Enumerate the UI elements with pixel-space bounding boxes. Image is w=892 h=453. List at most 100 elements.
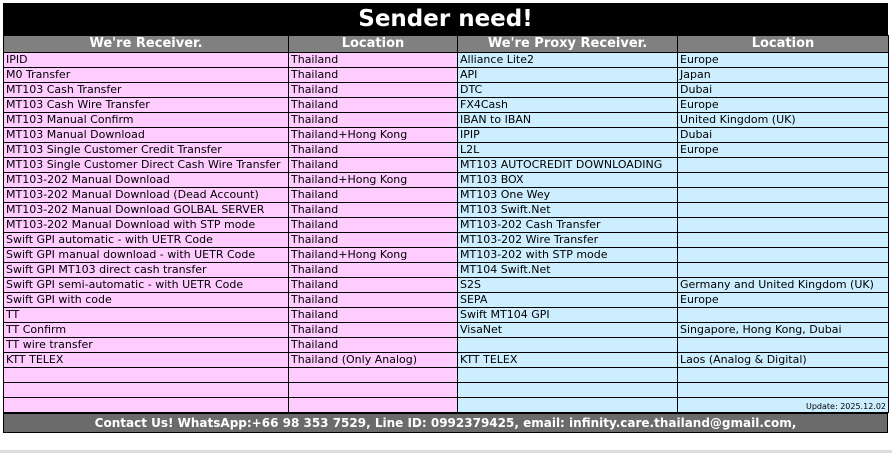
proxy-location-cell[interactable] [677, 262, 889, 278]
receiver-location-cell[interactable]: Thailand [288, 157, 458, 173]
proxy-location-cell[interactable]: Dubai [677, 82, 889, 98]
header-receiver[interactable]: We're Receiver. [3, 35, 289, 53]
proxy-receiver-cell[interactable]: MT103 BOX [457, 172, 678, 188]
proxy-location-cell[interactable] [677, 382, 889, 398]
receiver-cell[interactable]: TT Confirm [3, 322, 289, 338]
proxy-location-cell[interactable]: Singapore, Hong Kong, Dubai [677, 322, 889, 338]
receiver-location-cell[interactable]: Thailand [288, 217, 458, 233]
receiver-cell[interactable]: Swift GPI MT103 direct cash transfer [3, 262, 289, 278]
proxy-location-cell[interactable] [677, 217, 889, 233]
proxy-location-cell[interactable]: Dubai [677, 127, 889, 143]
receiver-cell[interactable]: Swift GPI automatic - with UETR Code [3, 232, 289, 248]
proxy-receiver-cell[interactable]: Alliance Lite2 [457, 52, 678, 68]
proxy-location-cell[interactable]: Laos (Analog & Digital) [677, 352, 889, 368]
proxy-location-cell[interactable] [677, 307, 889, 323]
proxy-receiver-cell[interactable] [457, 382, 678, 398]
proxy-location-cell[interactable]: Europe [677, 292, 889, 308]
receiver-location-cell[interactable]: Thailand [288, 262, 458, 278]
receiver-cell[interactable]: Swift GPI with code [3, 292, 289, 308]
proxy-location-cell[interactable] [677, 337, 889, 353]
receiver-location-cell[interactable]: Thailand [288, 337, 458, 353]
receiver-cell[interactable]: MT103 Manual Confirm [3, 112, 289, 128]
proxy-receiver-cell[interactable]: SEPA [457, 292, 678, 308]
receiver-cell[interactable]: MT103 Single Customer Credit Transfer [3, 142, 289, 158]
receiver-cell[interactable]: MT103 Cash Transfer [3, 82, 289, 98]
receiver-location-cell[interactable]: Thailand [288, 52, 458, 68]
receiver-cell[interactable]: TT wire transfer [3, 337, 289, 353]
receiver-cell[interactable]: MT103-202 Manual Download with STP mode [3, 217, 289, 233]
proxy-location-cell[interactable]: Japan [677, 67, 889, 83]
proxy-location-cell[interactable] [677, 187, 889, 203]
receiver-cell[interactable] [3, 382, 289, 398]
receiver-location-cell[interactable]: Thailand [288, 292, 458, 308]
header-receiver-location[interactable]: Location [288, 35, 458, 53]
proxy-receiver-cell[interactable]: MT103-202 Cash Transfer [457, 217, 678, 233]
receiver-location-cell[interactable]: Thailand+Hong Kong [288, 247, 458, 263]
receiver-cell[interactable]: IPID [3, 52, 289, 68]
proxy-receiver-cell[interactable]: VisaNet [457, 322, 678, 338]
receiver-location-cell[interactable]: Thailand [288, 187, 458, 203]
proxy-location-cell[interactable]: Europe [677, 52, 889, 68]
receiver-cell[interactable]: MT103-202 Manual Download GOLBAL SERVER [3, 202, 289, 218]
proxy-receiver-cell[interactable]: Swift MT104 GPI [457, 307, 678, 323]
receiver-cell[interactable]: Swift GPI manual download - with UETR Co… [3, 247, 289, 263]
proxy-location-cell[interactable]: United Kingdom (UK) [677, 112, 889, 128]
proxy-receiver-cell[interactable]: MT104 Swift.Net [457, 262, 678, 278]
receiver-location-cell[interactable]: Thailand+Hong Kong [288, 127, 458, 143]
receiver-location-cell[interactable]: Thailand (Only Analog) [288, 352, 458, 368]
receiver-cell[interactable]: MT103 Manual Download [3, 127, 289, 143]
receiver-location-cell[interactable]: Thailand [288, 307, 458, 323]
proxy-receiver-cell[interactable]: MT103 One Wey [457, 187, 678, 203]
receiver-cell[interactable]: TT [3, 307, 289, 323]
receiver-location-cell[interactable]: Thailand [288, 232, 458, 248]
sheet-tab-bar[interactable] [0, 450, 892, 453]
receiver-cell[interactable]: MT103-202 Manual Download [3, 172, 289, 188]
receiver-location-cell[interactable] [288, 367, 458, 383]
receiver-cell[interactable]: KTT TELEX [3, 352, 289, 368]
receiver-location-cell[interactable] [288, 382, 458, 398]
proxy-location-cell[interactable]: Europe [677, 142, 889, 158]
header-proxy-receiver[interactable]: We're Proxy Receiver. [457, 35, 678, 53]
proxy-receiver-cell[interactable]: MT103-202 with STP mode [457, 247, 678, 263]
receiver-location-cell[interactable]: Thailand+Hong Kong [288, 172, 458, 188]
receiver-cell[interactable]: MT103 Single Customer Direct Cash Wire T… [3, 157, 289, 173]
receiver-cell[interactable] [3, 367, 289, 383]
proxy-location-cell[interactable]: Germany and United Kingdom (UK) [677, 277, 889, 293]
proxy-location-cell[interactable] [677, 202, 889, 218]
proxy-receiver-cell[interactable]: KTT TELEX [457, 352, 678, 368]
proxy-location-cell[interactable] [677, 232, 889, 248]
proxy-receiver-cell[interactable]: MT103-202 Wire Transfer [457, 232, 678, 248]
proxy-receiver-cell[interactable]: IBAN to IBAN [457, 112, 678, 128]
receiver-cell[interactable]: Swift GPI semi-automatic - with UETR Cod… [3, 277, 289, 293]
receiver-location-cell[interactable]: Thailand [288, 142, 458, 158]
receiver-cell[interactable] [3, 397, 289, 413]
proxy-receiver-cell[interactable]: MT103 AUTOCREDIT DOWNLOADING [457, 157, 678, 173]
proxy-location-cell[interactable] [677, 247, 889, 263]
receiver-location-cell[interactable] [288, 397, 458, 413]
proxy-location-cell[interactable] [677, 367, 889, 383]
proxy-location-cell[interactable]: Europe [677, 97, 889, 113]
proxy-receiver-cell[interactable]: IPIP [457, 127, 678, 143]
proxy-receiver-cell[interactable]: DTC [457, 82, 678, 98]
header-proxy-location[interactable]: Location [677, 35, 889, 53]
proxy-receiver-cell[interactable]: MT103 Swift.Net [457, 202, 678, 218]
receiver-location-cell[interactable]: Thailand [288, 67, 458, 83]
proxy-location-cell[interactable] [677, 157, 889, 173]
receiver-cell[interactable]: MT103 Cash Wire Transfer [3, 97, 289, 113]
proxy-receiver-cell[interactable]: FX4Cash [457, 97, 678, 113]
receiver-location-cell[interactable]: Thailand [288, 202, 458, 218]
receiver-cell[interactable]: M0 Transfer [3, 67, 289, 83]
proxy-receiver-cell[interactable] [457, 367, 678, 383]
proxy-location-cell[interactable] [677, 172, 889, 188]
receiver-cell[interactable]: MT103-202 Manual Download (Dead Account) [3, 187, 289, 203]
receiver-location-cell[interactable]: Thailand [288, 112, 458, 128]
receiver-location-cell[interactable]: Thailand [288, 97, 458, 113]
proxy-receiver-cell[interactable]: API [457, 67, 678, 83]
proxy-receiver-cell[interactable] [457, 397, 678, 413]
proxy-receiver-cell[interactable] [457, 337, 678, 353]
update-date[interactable]: Update: 2025.12.02 [677, 397, 889, 413]
receiver-location-cell[interactable]: Thailand [288, 82, 458, 98]
proxy-receiver-cell[interactable]: S2S [457, 277, 678, 293]
proxy-receiver-cell[interactable]: L2L [457, 142, 678, 158]
receiver-location-cell[interactable]: Thailand [288, 322, 458, 338]
